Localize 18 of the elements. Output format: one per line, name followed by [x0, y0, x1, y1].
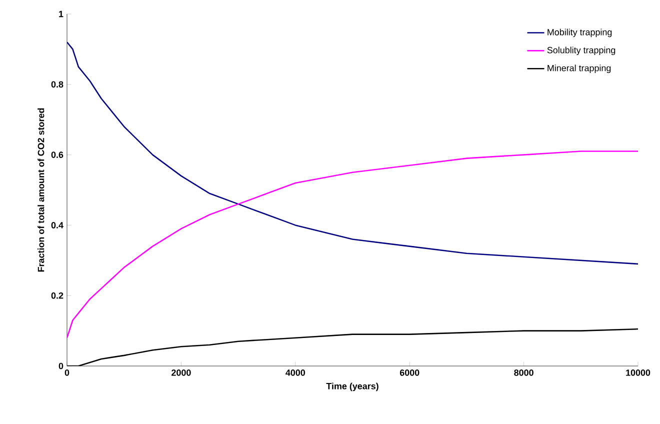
x-tick-label: 6000	[400, 370, 420, 376]
legend-label: Solublity trapping	[547, 46, 616, 56]
y-axis-title: Fraction of total amount of CO2 stored	[38, 108, 44, 272]
y-tick-label: 0.4	[51, 222, 64, 228]
legend-label: Mineral trapping	[548, 64, 611, 74]
x-tick-label: 0	[64, 370, 70, 376]
legend-label: Mobility trapping	[548, 28, 612, 38]
y-tick-label: 0.8	[51, 81, 64, 88]
line-series	[67, 150, 638, 338]
y-tick-label: 0.6	[51, 152, 64, 158]
y-tick-label: 0	[58, 362, 64, 370]
y-tick-label: 1	[59, 10, 64, 18]
y-tick-label: 0.2	[51, 292, 64, 299]
x-tick-label: 8000	[514, 370, 534, 376]
x-tick-label: 4000	[286, 370, 306, 376]
x-axis-title: Time (years)	[326, 382, 378, 392]
x-tick-label: 2000	[172, 370, 191, 376]
x-tick-label: 10000	[626, 370, 650, 376]
